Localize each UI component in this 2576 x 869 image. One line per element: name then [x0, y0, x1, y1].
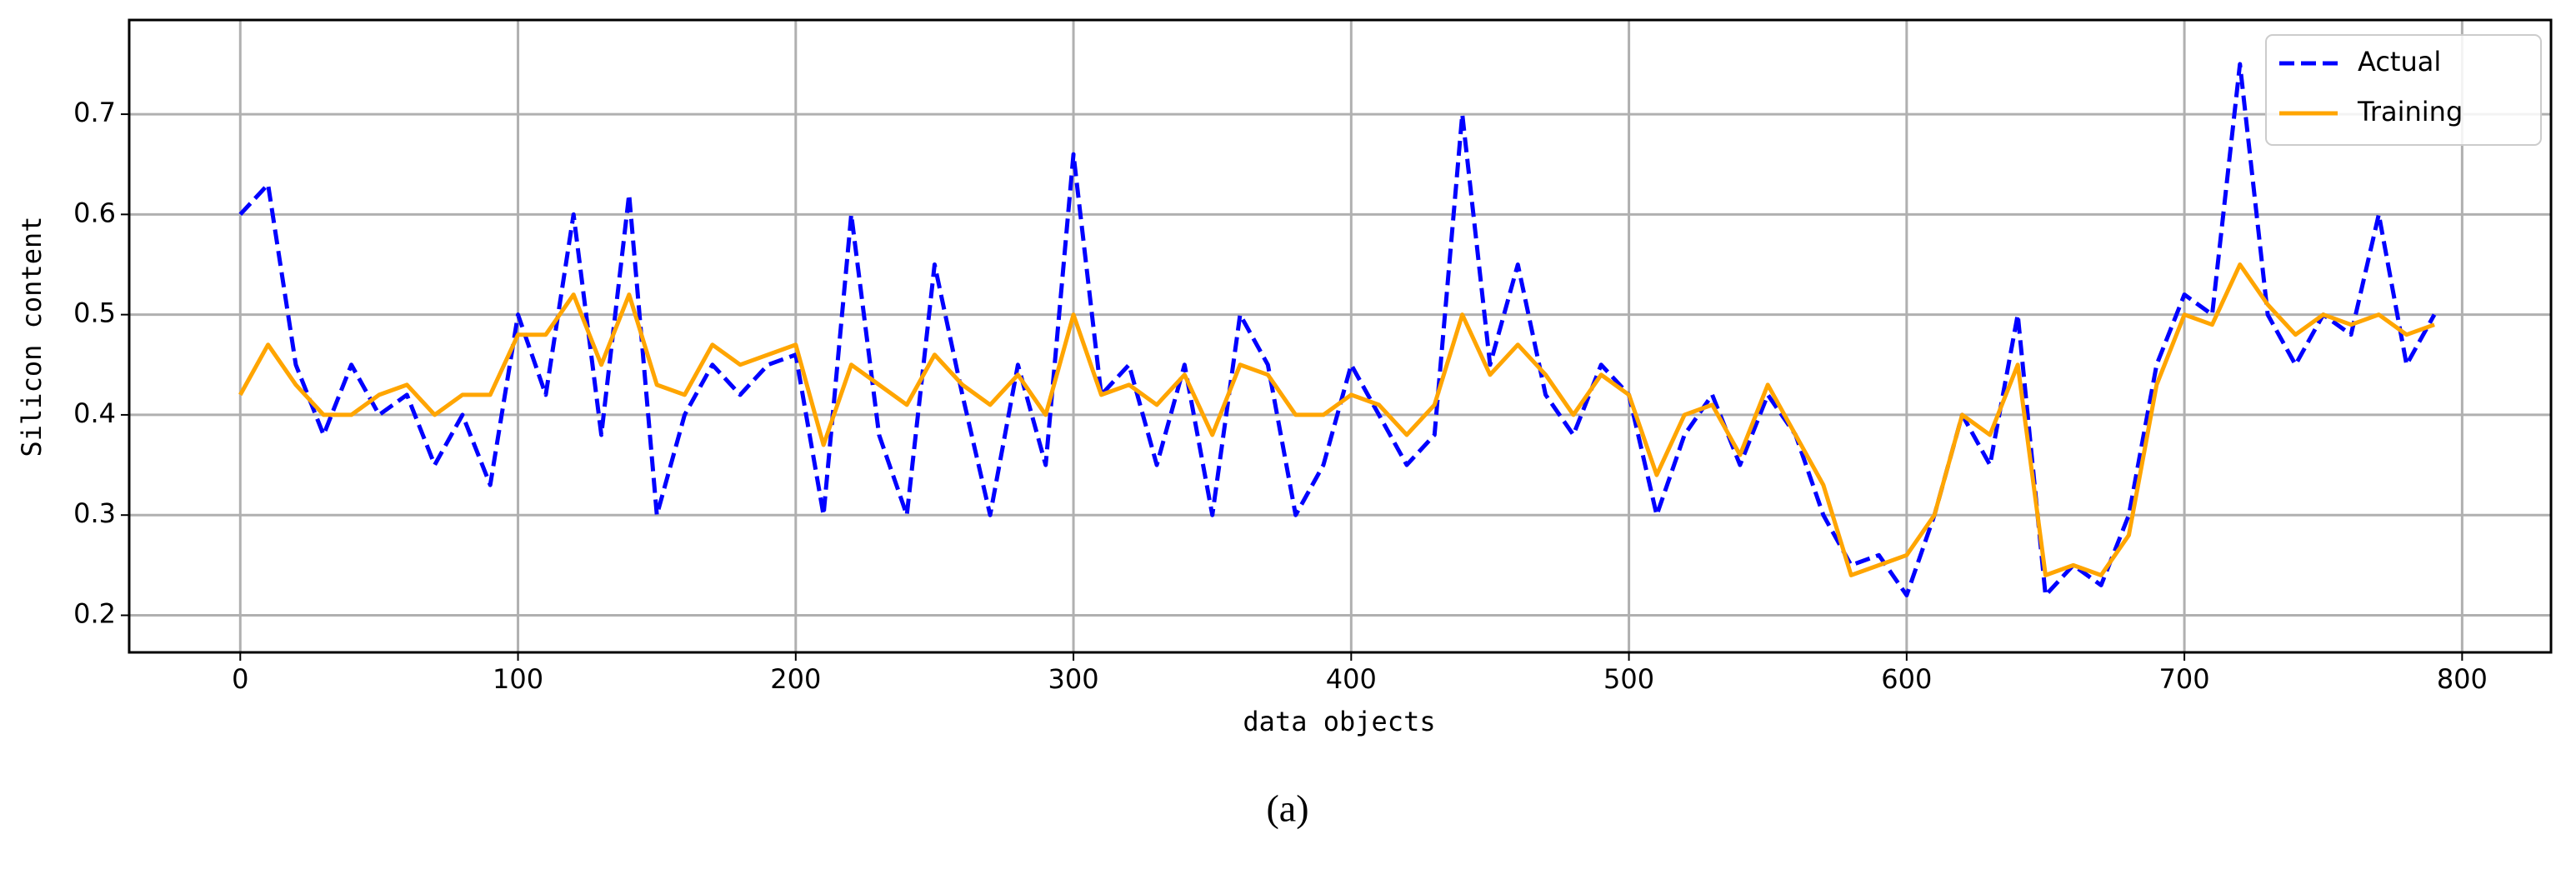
x-tick-label: 300 — [1048, 663, 1099, 695]
x-tick-label: 500 — [1603, 663, 1654, 695]
plot-frame — [128, 18, 2553, 654]
x-tick-label: 600 — [1881, 663, 1932, 695]
line-series — [238, 62, 2437, 597]
y-tick-label: 0.2 — [73, 597, 116, 629]
x-axis-label: data objects — [1243, 706, 1435, 737]
caption: (a) — [1266, 787, 1308, 830]
y-tick-label: 0.4 — [73, 397, 116, 429]
legend-label: Actual — [2358, 46, 2441, 77]
line-series — [238, 262, 2435, 577]
x-tick-label: 0 — [232, 663, 248, 695]
x-tick-label: 100 — [493, 663, 543, 695]
x-tick-label: 800 — [2437, 663, 2488, 695]
y-tick-label: 0.3 — [73, 497, 116, 529]
y-axis-label: Silicon content — [16, 217, 48, 457]
x-tick-label: 700 — [2159, 663, 2210, 695]
legend-label: Training — [2357, 96, 2463, 127]
y-tick-label: 0.6 — [73, 197, 116, 228]
y-tick-label: 0.7 — [73, 97, 116, 128]
x-tick-label: 200 — [770, 663, 821, 695]
y-tick-label: 0.5 — [73, 297, 116, 329]
x-tick-label: 400 — [1326, 663, 1377, 695]
